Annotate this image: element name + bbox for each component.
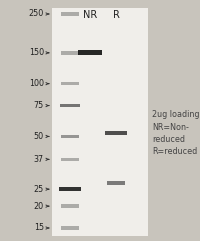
Bar bbox=[59, 187, 81, 191]
Bar bbox=[107, 181, 125, 185]
Bar bbox=[105, 131, 127, 135]
Text: 25: 25 bbox=[34, 185, 44, 194]
Text: 50: 50 bbox=[34, 132, 44, 141]
Text: 2ug loading
NR=Non-
reduced
R=reduced: 2ug loading NR=Non- reduced R=reduced bbox=[152, 110, 200, 156]
Text: 250: 250 bbox=[29, 9, 44, 19]
Bar bbox=[61, 158, 79, 161]
Bar bbox=[61, 12, 79, 16]
Text: 100: 100 bbox=[29, 79, 44, 88]
Text: 75: 75 bbox=[34, 101, 44, 110]
Bar bbox=[52, 8, 148, 236]
Text: 20: 20 bbox=[34, 202, 44, 211]
Text: NR: NR bbox=[83, 10, 97, 20]
Text: 15: 15 bbox=[34, 223, 44, 233]
Bar bbox=[61, 135, 79, 138]
Text: 37: 37 bbox=[34, 155, 44, 164]
Bar bbox=[61, 51, 79, 55]
Bar bbox=[61, 82, 79, 86]
Bar bbox=[61, 226, 79, 230]
Bar bbox=[60, 104, 80, 107]
Bar bbox=[78, 50, 102, 55]
Text: 150: 150 bbox=[29, 48, 44, 57]
Bar bbox=[61, 204, 79, 208]
Text: R: R bbox=[113, 10, 119, 20]
